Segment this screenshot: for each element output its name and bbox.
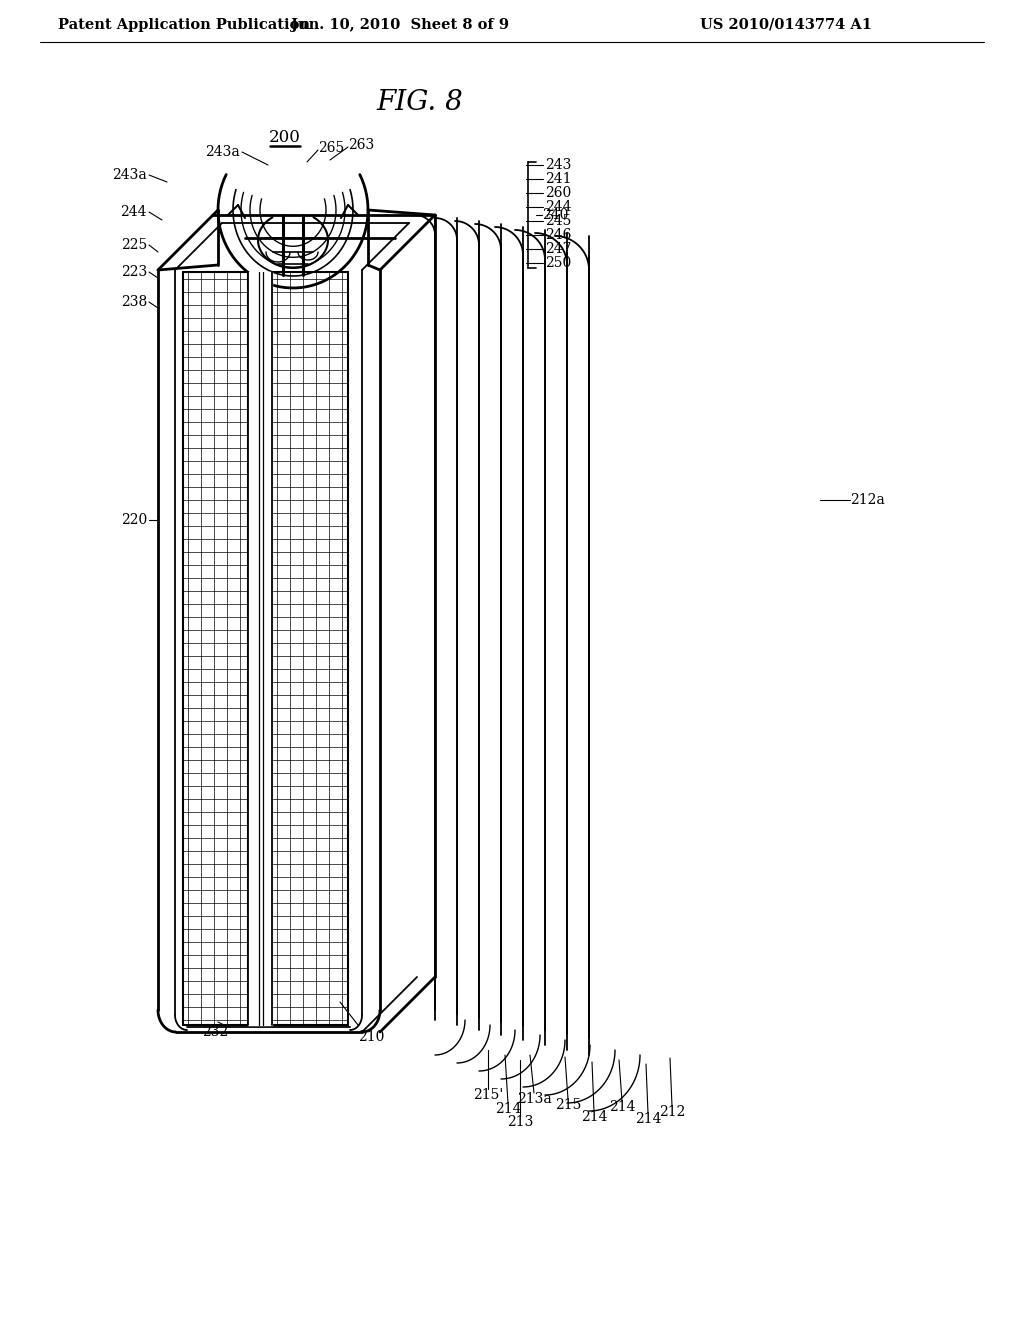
Text: 244: 244 [545, 201, 571, 214]
Text: 247: 247 [545, 242, 571, 256]
Text: 245: 245 [545, 214, 571, 228]
Text: 243a: 243a [205, 145, 240, 158]
Text: Patent Application Publication: Patent Application Publication [58, 18, 310, 32]
Text: 243: 243 [545, 158, 571, 172]
Text: 210: 210 [358, 1030, 384, 1044]
Text: 214: 214 [608, 1100, 635, 1114]
Text: 215': 215' [473, 1088, 503, 1102]
Text: 241: 241 [545, 172, 571, 186]
Text: 214: 214 [581, 1110, 607, 1125]
Text: 200: 200 [269, 129, 301, 147]
Text: FIG. 8: FIG. 8 [377, 88, 464, 116]
Text: 240: 240 [542, 209, 568, 222]
Text: 212a: 212a [850, 492, 885, 507]
Text: 265: 265 [318, 141, 344, 154]
Text: 232: 232 [202, 1026, 228, 1039]
Text: 213: 213 [507, 1115, 534, 1129]
Text: 213a: 213a [517, 1092, 551, 1106]
Text: US 2010/0143774 A1: US 2010/0143774 A1 [700, 18, 872, 32]
Text: 214: 214 [635, 1111, 662, 1126]
Text: 238: 238 [121, 294, 147, 309]
Text: 212: 212 [658, 1105, 685, 1119]
Text: 244: 244 [121, 205, 147, 219]
Text: 223: 223 [121, 265, 147, 279]
Text: 263: 263 [348, 139, 374, 152]
Text: Jun. 10, 2010  Sheet 8 of 9: Jun. 10, 2010 Sheet 8 of 9 [291, 18, 509, 32]
Text: 214: 214 [495, 1102, 521, 1115]
Text: 243a: 243a [113, 168, 147, 182]
Text: 225: 225 [121, 238, 147, 252]
Text: 250: 250 [545, 256, 571, 271]
Text: 215: 215 [555, 1098, 582, 1111]
Text: 220: 220 [121, 513, 147, 527]
Text: 260: 260 [545, 186, 571, 201]
Text: 246: 246 [545, 228, 571, 242]
